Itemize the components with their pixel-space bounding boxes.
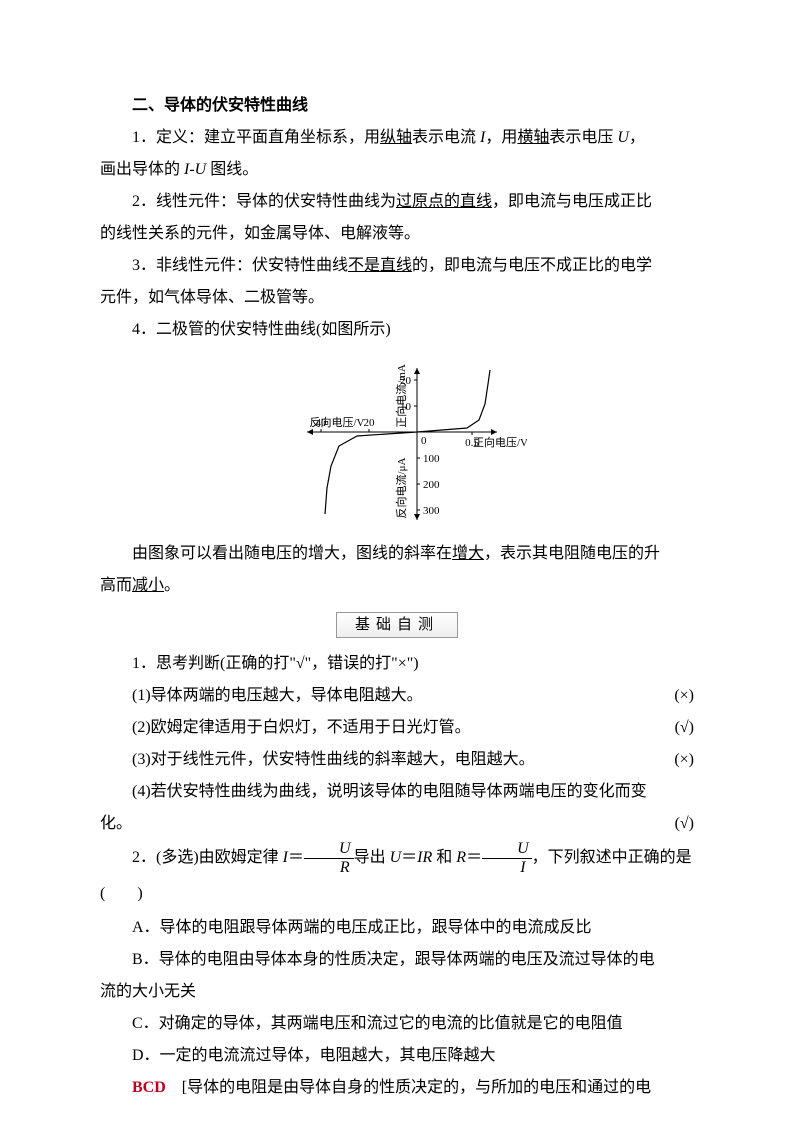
def-item-3: 3．非线性元件：伏安特性曲线不是直线的，即电流与电压不成正比的电学: [100, 250, 694, 282]
fraction-u-over-i: UI: [482, 840, 532, 876]
quiz-2-stem: 2．(多选)由欧姆定律 I＝UR导出 U＝IR 和 R＝UI，下列叙述中正确的是…: [100, 840, 694, 912]
quiz-1-4b: 化。 (√): [100, 808, 694, 840]
diode-curve-svg: 010200.52040100200300正向电流/mA正向电压/V反向电压/V…: [267, 352, 527, 532]
option-b-cont: 流的大小无关: [100, 976, 694, 1008]
svg-text:0: 0: [421, 435, 427, 447]
def-item-1: 1．定义：建立平面直角坐标系，用纵轴表示电流 I，用横轴表示电压 U，: [100, 122, 694, 154]
answer-key: BCD: [132, 1079, 166, 1096]
def-item-1-cont: 画出导体的 I-U 图线。: [100, 154, 694, 186]
fraction-u-over-r: UR: [304, 840, 354, 876]
svg-text:20: 20: [364, 417, 376, 429]
answer-line: BCD [导体的电阻是由导体自身的性质决定的，与所加的电压和通过的电: [100, 1072, 694, 1104]
def-item-2-cont: 的线性关系的元件，如金属导体、电解液等。: [100, 218, 694, 250]
option-d: D．一定的电流流过导体，电阻越大，其电压降越大: [100, 1040, 694, 1072]
option-b: B．导体的电阻由导体本身的性质决定，跟导体两端的电压及流过导体的电: [100, 944, 694, 976]
svg-text:反向电压/V: 反向电压/V: [310, 415, 365, 429]
svg-text:正向电流/mA: 正向电流/mA: [394, 364, 408, 428]
svg-text:300: 300: [423, 505, 440, 517]
section-banner: 基础自测: [336, 612, 458, 638]
svg-text:200: 200: [423, 479, 440, 491]
after-figure-text: 由图象可以看出随电压的增大，图线的斜率在增大，表示其电阻随电压的升: [100, 538, 694, 570]
banner-row: 基础自测: [100, 606, 694, 644]
option-a: A．导体的电阻跟导体两端的电压成正比，跟导体中的电流成反比: [100, 912, 694, 944]
quiz-1-1: (1)导体两端的电压越大，导体电阻越大。 (×): [100, 680, 694, 712]
section-heading: 二、导体的伏安特性曲线: [100, 90, 694, 122]
diode-curve-figure: 010200.52040100200300正向电流/mA正向电压/V反向电压/V…: [100, 352, 694, 532]
def-item-4: 4．二极管的伏安特性曲线(如图所示): [100, 314, 694, 346]
quiz-1-3: (3)对于线性元件，伏安特性曲线的斜率越大，电阻越大。 (×): [100, 744, 694, 776]
quiz-1-2: (2)欧姆定律适用于白炽灯，不适用于日光灯管。 (√): [100, 712, 694, 744]
svg-text:100: 100: [423, 453, 440, 465]
svg-text:正向电压/V: 正向电压/V: [473, 435, 527, 449]
quiz-1-4: (4)若伏安特性曲线为曲线，说明该导体的电阻随导体两端电压的变化而变: [100, 776, 694, 808]
def-item-3-cont: 元件，如气体导体、二极管等。: [100, 282, 694, 314]
option-c: C．对确定的导体，其两端电压和流过它的电流的比值就是它的电阻值: [100, 1008, 694, 1040]
def-item-2: 2．线性元件：导体的伏安特性曲线为过原点的直线，即电流与电压成正比: [100, 186, 694, 218]
after-figure-text-cont: 高而减小。: [100, 570, 694, 602]
svg-text:反向电流/μA: 反向电流/μA: [394, 457, 408, 518]
quiz-1-stem: 1．思考判断(正确的打"√"，错误的打"×"): [100, 648, 694, 680]
